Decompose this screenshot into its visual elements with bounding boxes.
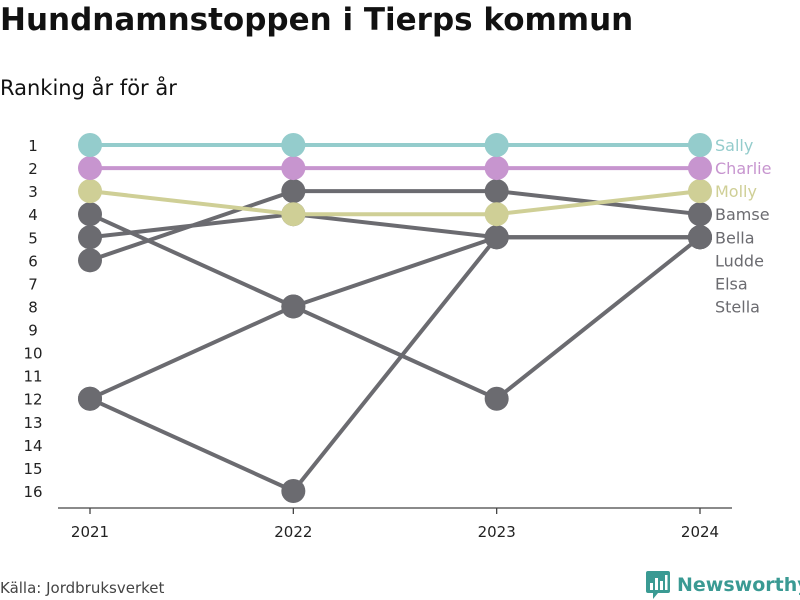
y-tick-label: 14 bbox=[23, 437, 42, 455]
y-tick-label: 16 bbox=[23, 483, 42, 501]
data-point-molly bbox=[78, 179, 102, 204]
data-point-stella bbox=[281, 479, 306, 503]
y-tick-label: 11 bbox=[23, 368, 42, 386]
y-tick-label: 13 bbox=[23, 414, 42, 432]
series-label-bella: Bella bbox=[715, 228, 755, 247]
source-note: Källa: Jordbruksverket bbox=[0, 579, 165, 597]
x-tick-label: 2021 bbox=[71, 523, 109, 541]
series-label-stella: Stella bbox=[715, 297, 760, 316]
series-line-ludde bbox=[89, 212, 702, 401]
brand-name: Newsworthy bbox=[677, 574, 800, 596]
y-tick-label: 6 bbox=[28, 252, 38, 270]
data-point-sally bbox=[484, 133, 509, 157]
data-point-bamse bbox=[688, 202, 712, 227]
y-tick-label: 12 bbox=[23, 391, 42, 409]
series-label-elsa: Elsa bbox=[715, 274, 748, 293]
data-point-elsa bbox=[78, 386, 102, 411]
y-tick-label: 4 bbox=[28, 206, 38, 224]
chart-subtitle: Ranking år för år bbox=[0, 76, 177, 100]
data-point-bella bbox=[688, 225, 712, 250]
data-point-charlie bbox=[688, 156, 712, 181]
series-label-ludde: Ludde bbox=[715, 251, 764, 270]
y-tick-label: 8 bbox=[28, 298, 38, 316]
data-point-bella bbox=[78, 225, 102, 250]
y-tick-label: 15 bbox=[23, 460, 42, 478]
series-label-sally: Sally bbox=[715, 136, 753, 155]
data-point-charlie bbox=[484, 156, 509, 181]
brand-logo[interactable]: Newsworthy bbox=[645, 570, 800, 600]
y-tick-label: 1 bbox=[28, 137, 38, 155]
data-point-sally bbox=[688, 133, 712, 157]
y-tick-label: 3 bbox=[28, 183, 38, 201]
data-point-ludde bbox=[281, 294, 306, 319]
series-label-charlie: Charlie bbox=[715, 159, 771, 178]
y-tick-label: 2 bbox=[28, 160, 38, 178]
series-line-stella bbox=[89, 235, 700, 493]
data-point-bamse bbox=[281, 179, 306, 204]
data-point-charlie bbox=[78, 156, 102, 181]
data-point-bamse bbox=[484, 179, 509, 204]
data-point-ludde bbox=[484, 386, 509, 411]
x-tick-label: 2022 bbox=[274, 523, 312, 541]
data-point-molly bbox=[281, 202, 306, 227]
series-line-molly bbox=[89, 189, 701, 217]
x-tick-label: 2024 bbox=[681, 523, 719, 541]
x-tick-label: 2023 bbox=[478, 523, 516, 541]
data-point-bamse bbox=[78, 248, 102, 273]
series-label-molly: Molly bbox=[715, 182, 757, 201]
y-tick-label: 9 bbox=[28, 322, 38, 340]
data-point-sally bbox=[78, 133, 102, 157]
data-point-molly bbox=[484, 202, 509, 227]
y-tick-label: 7 bbox=[28, 275, 38, 293]
bar-chart-logo-icon bbox=[646, 571, 670, 599]
chart-title: Hundnamnstoppen i Tierps kommun bbox=[0, 2, 634, 38]
series-line-elsa bbox=[89, 235, 700, 401]
data-point-charlie bbox=[281, 156, 306, 181]
data-point-sally bbox=[281, 133, 306, 157]
data-point-molly bbox=[688, 179, 712, 204]
y-tick-label: 10 bbox=[23, 345, 42, 363]
series-line-bella bbox=[89, 212, 700, 240]
data-point-bella bbox=[484, 225, 509, 250]
data-point-ludde bbox=[78, 202, 102, 227]
y-tick-label: 5 bbox=[28, 229, 38, 247]
series-label-bamse: Bamse bbox=[715, 205, 770, 224]
